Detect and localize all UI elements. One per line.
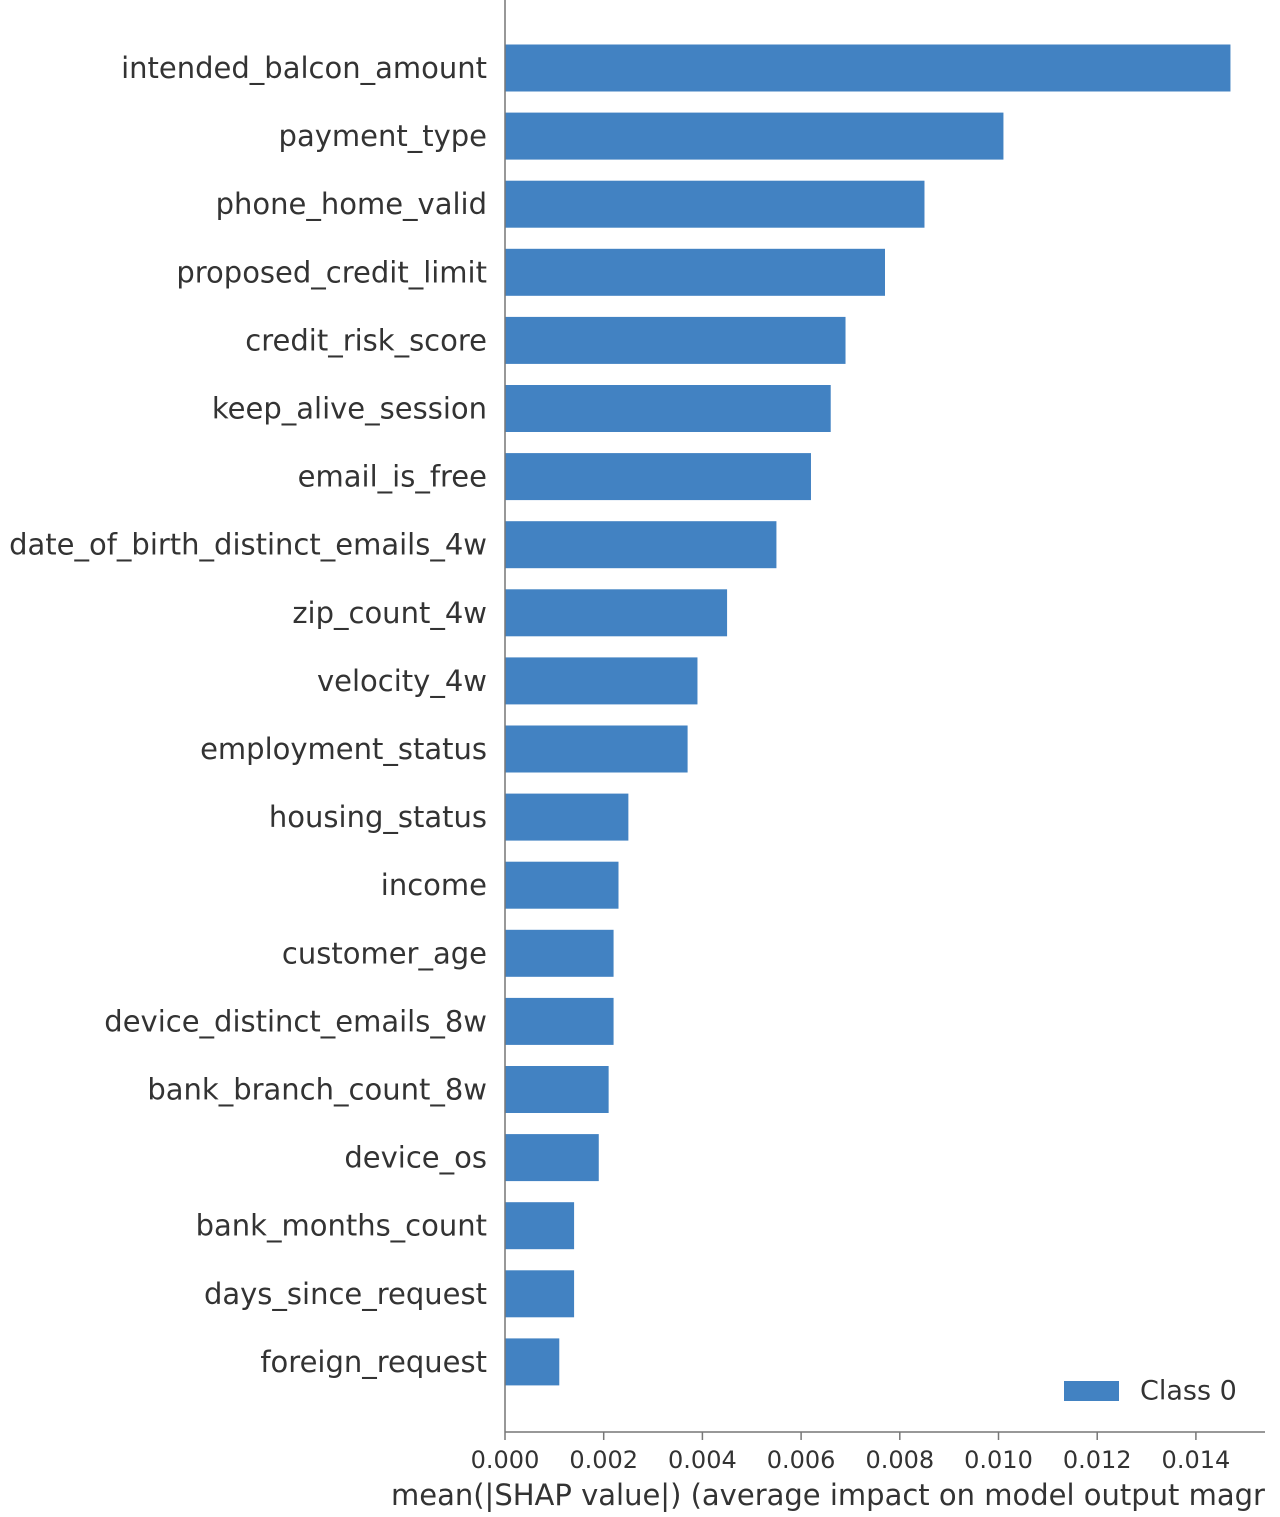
x-tick-label: 0.006 (767, 1446, 836, 1474)
legend: Class 0 (1064, 1376, 1237, 1407)
category-label: housing_status (269, 800, 487, 834)
bar-customer_age (505, 929, 614, 977)
x-tick-label: 0.002 (569, 1446, 638, 1474)
category-label: device_distinct_emails_8w (104, 1004, 487, 1038)
x-axis-label: mean(|SHAP value|) (average impact on mo… (391, 1478, 1265, 1512)
category-label: payment_type (279, 119, 487, 153)
bar-foreign_request (505, 1338, 560, 1386)
bar-credit_risk_score (505, 316, 846, 364)
category-labels: intended_balcon_amount payment_type phone_… (9, 51, 487, 1379)
category-label: date_of_birth_distinct_emails_4w (9, 528, 487, 562)
bar-days_since_request (505, 1270, 575, 1318)
bar-phone_home_valid (505, 180, 925, 228)
bar-proposed_credit_limit (505, 248, 885, 296)
bar-income (505, 861, 619, 909)
category-label: email_is_free (298, 460, 487, 494)
category-label: income (381, 868, 487, 902)
x-tick-label: 0.004 (668, 1446, 737, 1474)
x-tick-label: 0.000 (471, 1446, 540, 1474)
bar-date_of_birth_distinct_emails_4w (505, 521, 777, 569)
bar-device_os (505, 1134, 599, 1182)
bar-intended_balcon_amount (505, 44, 1231, 92)
category-label: bank_months_count (196, 1209, 487, 1243)
bar-bank_branch_count_8w (505, 1066, 609, 1113)
category-label: velocity_4w (317, 664, 487, 698)
category-label: bank_branch_count_8w (147, 1073, 487, 1107)
category-label: phone_home_valid (216, 187, 487, 221)
category-label: employment_status (200, 732, 487, 766)
bar-keep_alive_session (505, 385, 831, 432)
category-label: credit_risk_score (245, 323, 487, 357)
bar-velocity_4w (505, 657, 698, 705)
bar-employment_status (505, 725, 688, 773)
bar-zip_count_4w (505, 589, 728, 637)
legend-swatch (1064, 1381, 1119, 1401)
bar-email_is_free (505, 453, 811, 501)
x-tick-label: 0.010 (964, 1446, 1033, 1474)
category-label: foreign_request (260, 1345, 487, 1379)
category-label: device_os (344, 1141, 487, 1175)
category-label: zip_count_4w (292, 596, 487, 630)
category-label: intended_balcon_amount (121, 51, 487, 85)
legend-label: Class 0 (1140, 1376, 1237, 1407)
x-tick-label: 0.014 (1162, 1446, 1231, 1474)
category-label: proposed_credit_limit (176, 255, 487, 289)
bar-bank_months_count (505, 1202, 575, 1250)
x-tick-label: 0.012 (1063, 1446, 1132, 1474)
bar-device_distinct_emails_8w (505, 997, 614, 1045)
x-ticks: 0.000 0.002 0.004 0.006 0.008 0.010 0.012 0.014 (471, 1432, 1231, 1474)
category-label: keep_alive_session (212, 392, 487, 426)
bars-layer (505, 44, 1231, 1386)
bar-housing_status (505, 793, 629, 841)
bar-payment_type (505, 112, 1004, 160)
x-tick-label: 0.008 (865, 1446, 934, 1474)
category-label: customer_age (282, 936, 487, 970)
category-label: days_since_request (204, 1277, 487, 1311)
